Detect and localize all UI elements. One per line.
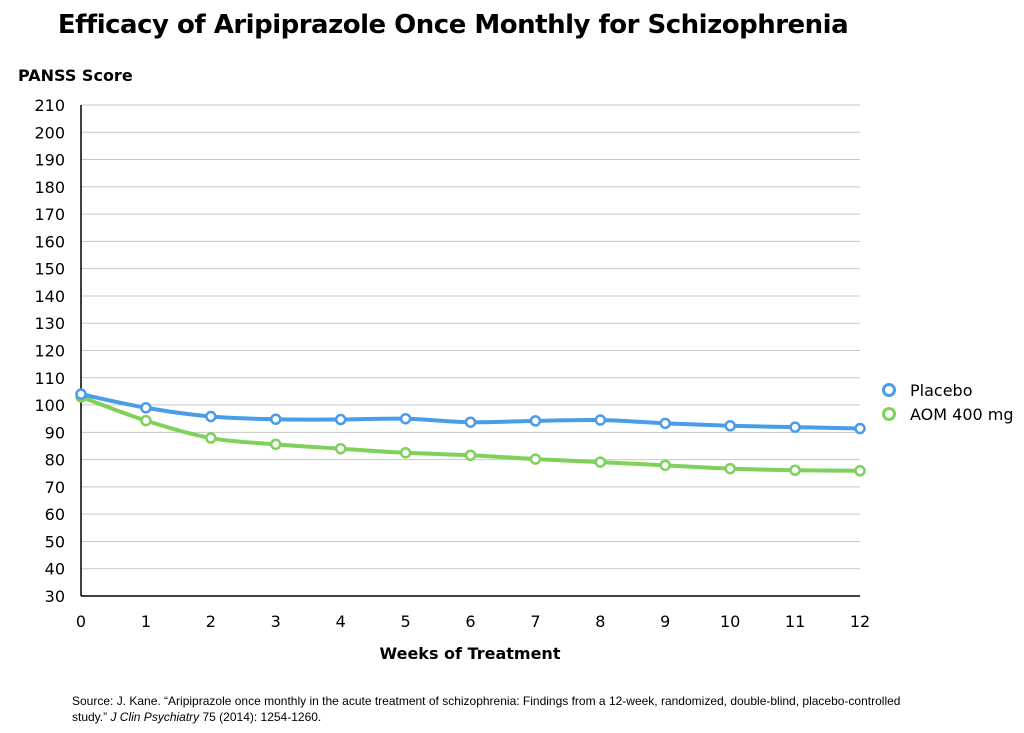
legend-marker-aom bbox=[882, 407, 896, 421]
y-tick-label: 70 bbox=[45, 478, 65, 497]
y-tick-label: 140 bbox=[34, 287, 65, 306]
y-tick-label: 100 bbox=[34, 396, 65, 415]
y-tick-label: 110 bbox=[34, 369, 65, 388]
data-point-aom bbox=[789, 464, 801, 476]
y-tick-labels: 30 40 50 60 70 80 90 100 110 120 130 140 150 160 170 18… bbox=[34, 96, 65, 606]
data-point-placebo bbox=[529, 415, 542, 427]
data-point-aom bbox=[334, 442, 347, 455]
x-tick-label: 9 bbox=[660, 612, 670, 631]
source-volume: 75 (2014): 1254-1260. bbox=[202, 710, 322, 724]
source-text: Source: J. Kane. “Aripiprazole once mont… bbox=[72, 694, 901, 724]
data-point-placebo bbox=[75, 388, 87, 400]
data-point-placebo bbox=[140, 402, 152, 414]
data-point-aom bbox=[464, 449, 477, 461]
x-tick-label: 8 bbox=[595, 612, 605, 631]
data-point-placebo bbox=[724, 420, 736, 432]
y-tick-label: 50 bbox=[45, 532, 65, 551]
x-tick-label: 10 bbox=[720, 612, 740, 631]
x-tick-label: 4 bbox=[336, 612, 346, 631]
data-point-placebo bbox=[399, 412, 412, 425]
data-point-placebo bbox=[205, 410, 217, 423]
source-journal: J Clin Psychiatry bbox=[110, 710, 200, 724]
x-tick-label: 11 bbox=[785, 612, 805, 631]
y-tick-label: 200 bbox=[34, 123, 65, 142]
source-citation: Source: J. Kane. “Aripiprazole once mont… bbox=[72, 693, 932, 725]
data-point-aom bbox=[724, 462, 736, 475]
data-point-aom bbox=[659, 459, 671, 472]
data-point-aom bbox=[854, 465, 866, 477]
legend-marker-placebo bbox=[882, 383, 896, 397]
data-point-placebo bbox=[854, 422, 866, 435]
y-tick-label: 130 bbox=[34, 314, 65, 333]
data-point-placebo bbox=[594, 414, 607, 426]
y-tick-label: 160 bbox=[34, 232, 65, 251]
legend-circle-aom bbox=[882, 407, 896, 421]
data-point-aom bbox=[399, 447, 412, 459]
legend-label-placebo: Placebo bbox=[910, 380, 973, 400]
y-tick-label: 190 bbox=[34, 151, 65, 170]
data-point-placebo bbox=[789, 421, 801, 433]
x-tick-label: 2 bbox=[206, 612, 216, 631]
data-point-aom bbox=[140, 414, 152, 427]
x-tick-labels: 0 1 2 3 4 5 6 7 8 9 10 11 12 bbox=[76, 612, 870, 631]
y-tick-label: 170 bbox=[34, 205, 65, 224]
y-tick-label: 40 bbox=[45, 560, 65, 579]
data-point-aom bbox=[529, 453, 542, 465]
y-axis-label: PANSS Score bbox=[18, 66, 133, 85]
x-tick-label: 6 bbox=[465, 612, 475, 631]
data-point-aom bbox=[205, 432, 217, 444]
legend-item-placebo: Placebo bbox=[878, 378, 1014, 402]
y-tick-label: 60 bbox=[45, 505, 65, 524]
data-point-placebo bbox=[659, 417, 671, 430]
y-tick-label: 210 bbox=[34, 96, 65, 115]
data-point-placebo bbox=[464, 416, 477, 428]
y-tick-label: 180 bbox=[34, 178, 65, 197]
y-tick-label: 80 bbox=[45, 451, 65, 470]
legend-item-aom: AOM 400 mg bbox=[878, 402, 1014, 426]
axes bbox=[80, 105, 860, 597]
y-tick-label: 30 bbox=[45, 587, 65, 606]
legend-label-aom: AOM 400 mg bbox=[910, 404, 1014, 424]
data-point-aom bbox=[270, 438, 282, 451]
legend: Placebo AOM 400 mg bbox=[878, 378, 1014, 426]
x-tick-label: 3 bbox=[271, 612, 281, 631]
data-point-aom bbox=[594, 456, 607, 468]
y-tick-label: 150 bbox=[34, 260, 65, 279]
x-tick-label: 7 bbox=[530, 612, 540, 631]
legend-circle-placebo bbox=[882, 383, 896, 397]
data-point-placebo bbox=[334, 413, 347, 426]
y-tick-label: 90 bbox=[45, 423, 65, 442]
grid-lines bbox=[81, 104, 860, 570]
series-lines bbox=[75, 388, 866, 477]
chart-title: Efficacy of Aripiprazole Once Monthly fo… bbox=[57, 10, 849, 40]
x-axis-label: Weeks of Treatment bbox=[379, 644, 561, 663]
data-point-placebo bbox=[270, 413, 282, 425]
x-tick-label: 1 bbox=[141, 612, 151, 631]
x-tick-label: 5 bbox=[400, 612, 410, 631]
y-tick-label: 120 bbox=[34, 342, 65, 361]
x-tick-label: 0 bbox=[76, 612, 86, 631]
x-tick-label: 12 bbox=[850, 612, 870, 631]
